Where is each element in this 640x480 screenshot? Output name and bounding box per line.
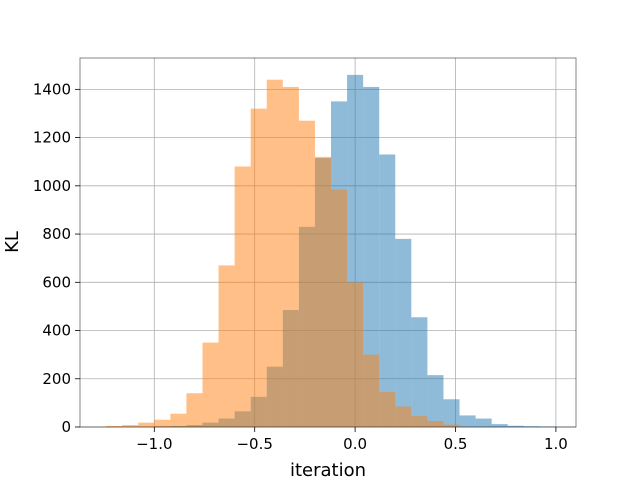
histogram-bar (411, 317, 428, 427)
histogram-bar (186, 393, 203, 427)
histogram-bar (459, 415, 476, 427)
histogram-bar (234, 166, 251, 427)
x-tick-label: 0.0 (343, 435, 367, 453)
histogram-bar (443, 424, 460, 427)
y-tick-label: 800 (42, 225, 71, 243)
histogram-bar (475, 418, 492, 427)
histogram-bar (298, 120, 315, 428)
histogram-bars (106, 74, 556, 428)
histogram-bar (331, 189, 348, 427)
histogram-bar (154, 419, 171, 427)
histogram-bar (363, 354, 380, 427)
x-tick-label: 1.0 (544, 435, 568, 453)
y-tick-label: 1200 (33, 129, 71, 147)
histogram-bar (106, 426, 123, 427)
histogram-bar (138, 422, 155, 427)
histogram-bar (170, 413, 187, 427)
histogram-bar (379, 392, 396, 427)
x-tick-label: −1.0 (136, 435, 172, 453)
y-tick-label: 0 (61, 418, 71, 436)
histogram-bar (507, 425, 524, 427)
histogram-bar (379, 154, 396, 427)
y-axis-ticks: 0 200 400 600 800 1000 1200 1400 (33, 80, 80, 436)
histogram-bar (443, 399, 460, 427)
histogram-bar (363, 86, 380, 428)
histogram-bar (395, 406, 412, 427)
histogram-bar (282, 86, 299, 428)
histogram-bar (266, 79, 283, 428)
histogram-bar (411, 416, 428, 427)
histogram-bar (427, 420, 444, 427)
y-tick-label: 200 (42, 370, 71, 388)
x-tick-label: 0.5 (444, 435, 468, 453)
x-axis-label: iteration (290, 460, 366, 480)
histogram-bar (218, 265, 235, 427)
histogram-bar (491, 424, 508, 427)
y-axis-label: KL (2, 231, 23, 253)
histogram-bar (122, 425, 139, 427)
histogram-bar (250, 108, 267, 427)
y-tick-label: 600 (42, 273, 71, 291)
y-tick-label: 1000 (33, 177, 71, 195)
axes-frame (79, 57, 577, 428)
histogram-bar (395, 238, 412, 427)
histogram-bar (427, 375, 444, 427)
y-tick-label: 400 (42, 322, 71, 340)
y-tick-label: 1400 (33, 80, 71, 98)
histogram-bar (314, 156, 332, 427)
x-axis-ticks: −1.0 −0.5 0.0 0.5 1.0 (136, 427, 568, 453)
histogram-bar (202, 342, 219, 427)
x-tick-label: −0.5 (236, 435, 272, 453)
histogram-bar (347, 282, 364, 427)
